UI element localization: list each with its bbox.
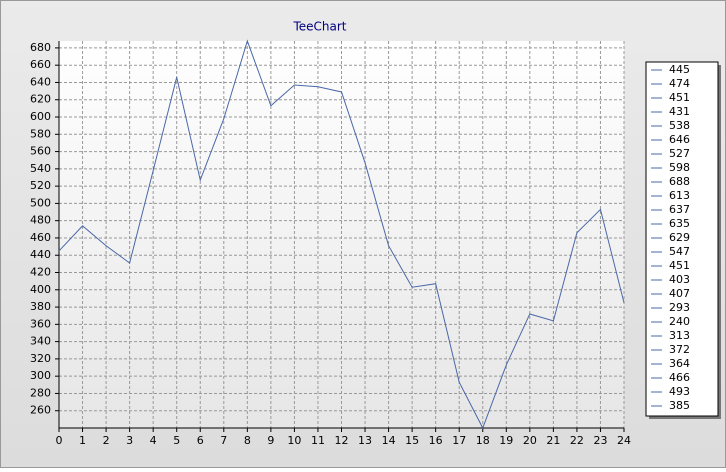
y-tick-label: 280 [30,386,51,399]
legend-label: 293 [669,301,690,314]
y-tick-label: 560 [30,145,51,158]
y-tick-label: 300 [30,369,51,382]
legend-label: 451 [669,259,690,272]
legend-label: 688 [669,175,690,188]
y-tick-label: 420 [30,266,51,279]
y-tick-label: 500 [30,196,51,209]
legend-label: 313 [669,329,690,342]
x-tick-label: 2 [103,434,110,447]
legend-label: 629 [669,231,690,244]
legend-label: 527 [669,147,690,160]
y-tick-label: 380 [30,300,51,313]
x-tick-label: 23 [593,434,607,447]
y-tick-label: 640 [30,75,51,88]
y-tick-label: 440 [30,248,51,261]
x-tick-label: 14 [382,434,396,447]
data-line [58,39,625,430]
x-tick-label: 22 [570,434,584,447]
x-tick-label: 24 [617,434,631,447]
legend-label: 445 [669,63,690,76]
x-tick-label: 19 [499,434,513,447]
y-tick-label: 540 [30,162,51,175]
x-tick-label: 18 [476,434,490,447]
legend-label: 493 [669,385,690,398]
x-tick-label: 1 [79,434,86,447]
x-tick-label: 16 [429,434,443,447]
legend-label: 431 [669,105,690,118]
x-tick-label: 6 [197,434,204,447]
legend-label: 240 [669,315,690,328]
legend-label: 613 [669,189,690,202]
x-tick-label: 17 [452,434,466,447]
x-tick-label: 15 [405,434,419,447]
x-tick-label: 7 [220,434,227,447]
y-tick-label: 520 [30,179,51,192]
legend-label: 466 [669,371,690,384]
y-tick-label: 320 [30,352,51,365]
y-tick-label: 460 [30,231,51,244]
legend-label: 637 [669,203,690,216]
y-tick-label: 600 [30,110,51,123]
y-tick-label: 340 [30,335,51,348]
y-tick-label: 680 [30,41,51,54]
legend-label: 403 [669,273,690,286]
y-tick-label: 660 [30,58,51,71]
plot-area [59,41,624,428]
x-tick-label: 12 [335,434,349,447]
y-tick-label: 580 [30,127,51,140]
y-tick-label: 260 [30,404,51,417]
x-tick-label: 11 [311,434,325,447]
legend-label: 547 [669,245,690,258]
x-tick-label: 10 [287,434,301,447]
legend [645,61,719,417]
legend-label: 372 [669,343,690,356]
legend-label: 407 [669,287,690,300]
legend-label: 538 [669,119,690,132]
x-tick-label: 13 [358,434,372,447]
x-tick-label: 5 [173,434,180,447]
legend-label: 364 [669,357,690,370]
chart-title: TeeChart [292,20,346,34]
legend-label: 474 [669,77,690,90]
legend-label: 635 [669,217,690,230]
x-tick-label: 0 [56,434,63,447]
x-tick-label: 21 [546,434,560,447]
x-tick-label: 8 [244,434,251,447]
legend-label: 385 [669,399,690,412]
legend-label: 451 [669,91,690,104]
y-tick-label: 400 [30,283,51,296]
x-tick-label: 4 [150,434,157,447]
x-tick-label: 9 [267,434,274,447]
legend-label: 646 [669,133,690,146]
x-tick-label: 20 [523,434,537,447]
y-tick-label: 620 [30,93,51,106]
legend-label: 598 [669,161,690,174]
y-tick-label: 360 [30,317,51,330]
y-tick-label: 480 [30,214,51,227]
x-tick-label: 3 [126,434,133,447]
